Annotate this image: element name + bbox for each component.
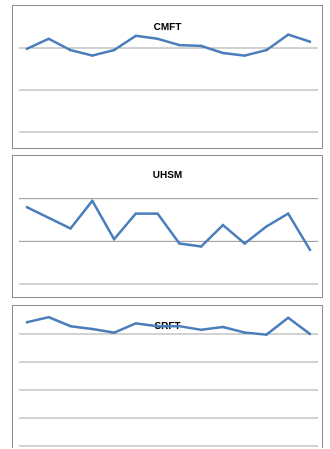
data-point	[286, 316, 290, 320]
data-point	[156, 212, 159, 215]
data-point	[112, 48, 116, 52]
data-point	[178, 43, 181, 47]
data-point	[286, 33, 290, 36]
chart-plot	[19, 198, 318, 285]
data-point	[221, 51, 225, 55]
data-point	[308, 332, 312, 336]
chart-panel-cmft: CMFT	[12, 5, 323, 149]
data-point	[221, 223, 225, 227]
chart-panel-srft: SRFT	[12, 305, 323, 448]
data-point	[199, 245, 203, 248]
data-point	[156, 37, 159, 41]
data-point	[134, 212, 138, 215]
chart-title: CMFT	[153, 22, 182, 33]
data-point	[286, 212, 290, 215]
data-point	[265, 48, 268, 52]
data-point	[47, 37, 51, 41]
data-point	[199, 44, 203, 48]
data-point	[25, 47, 29, 51]
data-point	[91, 54, 94, 57]
data-point	[69, 227, 72, 230]
data-point	[112, 237, 116, 241]
chart-plot	[19, 33, 318, 133]
data-point	[265, 225, 268, 228]
data-point	[265, 333, 268, 336]
data-point	[69, 48, 72, 52]
data-point	[199, 328, 203, 332]
data-point	[112, 331, 116, 334]
data-point	[25, 320, 29, 324]
data-point	[134, 34, 138, 38]
data-point	[156, 324, 159, 328]
chart-panel-uhsm: UHSM	[12, 155, 323, 298]
series-line	[26, 33, 311, 57]
data-point	[47, 315, 51, 319]
series-line	[26, 315, 311, 336]
data-point	[178, 242, 181, 245]
data-point	[221, 325, 225, 329]
chart-plot	[19, 315, 318, 447]
data-point	[47, 216, 51, 220]
chart-title: UHSM	[152, 170, 183, 181]
data-point	[308, 40, 312, 43]
data-point	[134, 322, 138, 325]
series-line	[26, 199, 312, 251]
data-point	[243, 54, 246, 57]
data-point	[69, 324, 72, 328]
data-point	[308, 248, 312, 252]
data-point	[91, 199, 94, 203]
data-point	[243, 331, 246, 334]
data-point	[243, 242, 246, 245]
data-point	[91, 327, 94, 331]
data-point	[25, 205, 29, 209]
data-point	[178, 324, 181, 328]
